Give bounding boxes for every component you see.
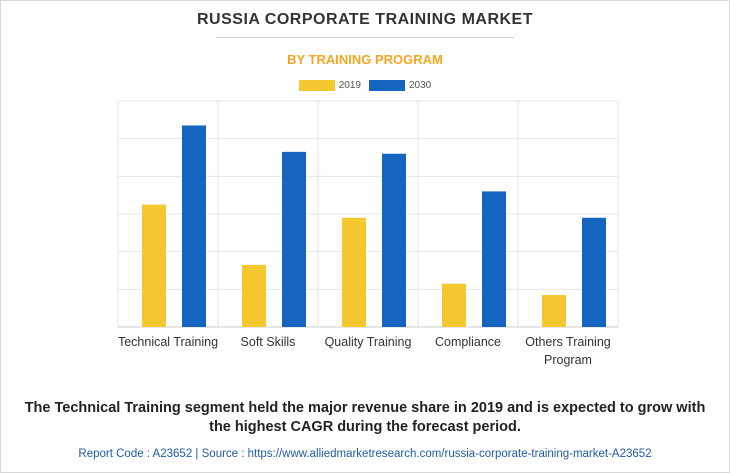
chart-subtitle: BY TRAINING PROGRAM xyxy=(287,52,443,67)
bar-2019-4 xyxy=(442,283,466,327)
bar-2030-3 xyxy=(382,153,406,327)
report-code: Report Code : A23652 xyxy=(78,448,193,460)
x-tick-label-line: Compliance xyxy=(435,335,501,349)
source-separator: | xyxy=(195,448,199,460)
source-url: Source : https://www.alliedmarketresearc… xyxy=(201,448,652,460)
legend-item-2019: 2019 xyxy=(298,80,361,91)
x-tick-label-line: Program xyxy=(544,353,592,367)
bar-2030-2 xyxy=(282,151,306,327)
title-divider xyxy=(216,37,514,38)
x-tick-label-2: Soft Skills xyxy=(241,335,296,349)
source-line: Report Code : A23652 | Source : https://… xyxy=(0,448,730,460)
x-tick-label-3: Quality Training xyxy=(325,335,412,349)
bar-chart: Technical Training Soft Skills Quality Tra… xyxy=(117,100,619,367)
x-tick-label-line: Technical Training xyxy=(118,335,218,349)
chart-caption: The Technical Training segment held the … xyxy=(24,400,706,435)
legend-swatch-2030 xyxy=(369,80,405,91)
legend-label-2019: 2019 xyxy=(338,80,361,91)
x-tick-label-4: Compliance xyxy=(435,335,501,349)
chart-legend: 2019 2030 xyxy=(0,80,730,91)
legend-swatch-2019 xyxy=(298,80,335,91)
bar-2019-5 xyxy=(542,294,566,327)
x-tick-label-1: Technical Training xyxy=(118,335,218,349)
bar-2019-2 xyxy=(242,264,266,327)
x-tick-label-line: Quality Training xyxy=(325,335,412,349)
bar-2019-3 xyxy=(342,217,366,327)
x-tick-label-line: Others Training xyxy=(525,335,611,349)
x-tick-label-line: Soft Skills xyxy=(241,335,296,349)
legend-item-2030: 2030 xyxy=(369,80,431,91)
bar-2030-5 xyxy=(582,217,606,327)
bar-2030-1 xyxy=(182,125,206,327)
legend-label-2030: 2030 xyxy=(409,80,432,91)
x-tick-label-5: Others Training Program xyxy=(525,335,611,367)
bar-2030-4 xyxy=(482,191,506,327)
chart-title: RUSSIA CORPORATE TRAINING MARKET xyxy=(197,11,533,28)
bar-2019-1 xyxy=(142,204,166,327)
